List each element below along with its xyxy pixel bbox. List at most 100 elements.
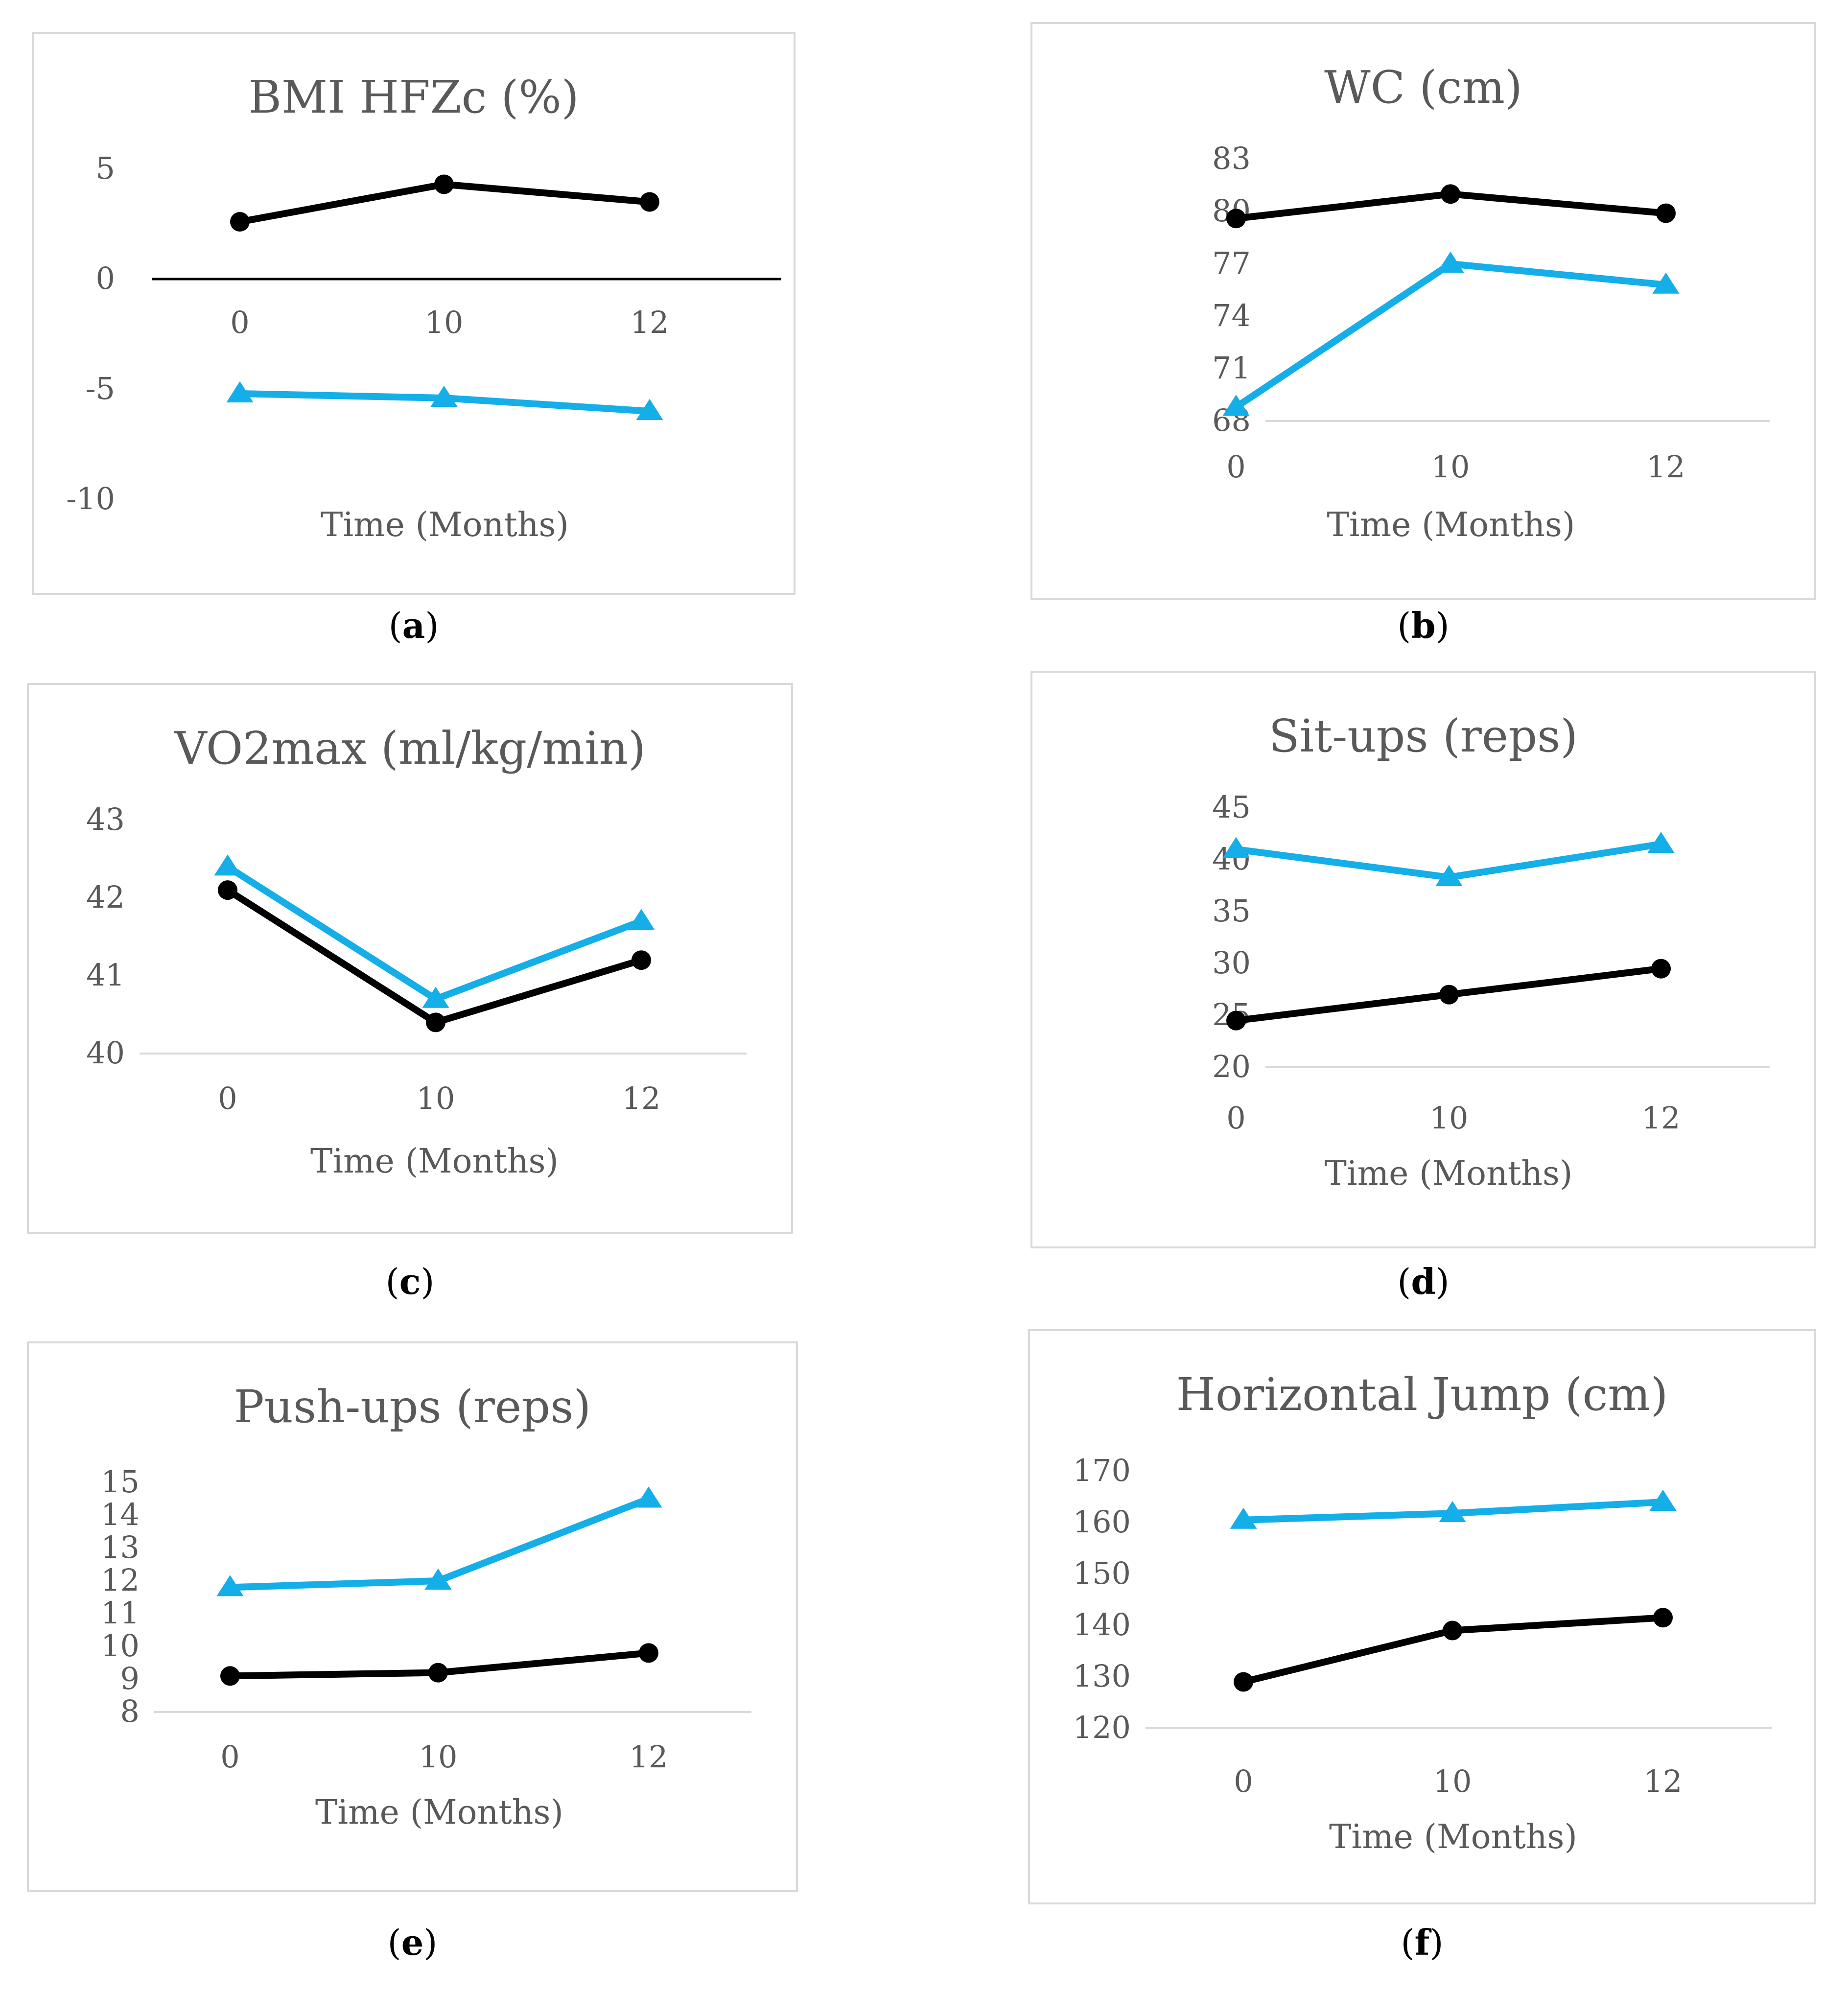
data-point-triangle xyxy=(636,399,663,420)
data-point-triangle xyxy=(1649,1489,1677,1511)
x-axis-label: Time (Months) xyxy=(1327,506,1575,544)
y-tick-label: 30 xyxy=(1212,945,1251,981)
x-axis-label: Time (Months) xyxy=(1325,1154,1573,1193)
y-tick-label: 9 xyxy=(120,1661,140,1696)
y-tick-label: 83 xyxy=(1212,141,1251,176)
chart-title: WC (cm) xyxy=(1324,61,1522,114)
data-point-circle xyxy=(220,1666,240,1686)
data-point-circle xyxy=(230,212,250,232)
y-tick-label: 0 xyxy=(96,260,115,296)
y-tick-label: 11 xyxy=(101,1595,140,1631)
data-point-triangle xyxy=(430,385,458,407)
y-tick-label: 45 xyxy=(1212,789,1251,825)
y-tick-label: 150 xyxy=(1073,1555,1131,1591)
data-point-circle xyxy=(218,880,237,900)
data-point-circle xyxy=(1443,1620,1462,1641)
chart-frame xyxy=(1028,1329,1816,1904)
chart-frame xyxy=(1030,22,1816,600)
y-tick-label: 71 xyxy=(1212,350,1251,386)
chart-panel-b: WC (cm)83807774716801012Time (Months) xyxy=(1030,22,1816,600)
panel-caption-letter: b xyxy=(1411,605,1436,646)
y-tick-label: 12 xyxy=(101,1562,140,1598)
y-tick-label: 130 xyxy=(1073,1658,1131,1694)
y-tick-label: 43 xyxy=(86,801,125,837)
x-tick-label: 12 xyxy=(631,305,669,340)
data-point-triangle xyxy=(1222,837,1250,858)
data-point-circle xyxy=(1441,184,1460,204)
y-tick-label: 74 xyxy=(1212,298,1251,333)
panel-caption: (d) xyxy=(1397,1261,1450,1302)
data-point-triangle xyxy=(1230,1507,1257,1529)
data-point-circle xyxy=(1656,203,1676,223)
x-tick-label: 0 xyxy=(1226,1100,1245,1136)
x-tick-label: 12 xyxy=(622,1080,661,1116)
chart-frame xyxy=(32,32,795,595)
data-point-triangle xyxy=(635,1486,662,1508)
data-point-triangle xyxy=(216,1575,244,1596)
x-tick-label: 10 xyxy=(1430,1100,1469,1136)
x-tick-label: 12 xyxy=(1644,1763,1683,1799)
chart-title: Sit-ups (reps) xyxy=(1269,710,1578,762)
data-point-circle xyxy=(428,1663,448,1683)
y-tick-label: 170 xyxy=(1073,1453,1131,1488)
y-tick-label: 42 xyxy=(86,879,125,915)
chart-svg-d: Sit-ups (reps)45403530252001012Time (Mon… xyxy=(1030,671,1816,1248)
y-tick-label: -5 xyxy=(86,371,115,406)
chart-title: BMI HFZc (%) xyxy=(248,71,579,123)
x-tick-label: 12 xyxy=(1642,1100,1681,1136)
x-axis-label: Time (Months) xyxy=(321,506,569,544)
chart-panel-a: BMI HFZc (%) 5 0 -5 -10 0 10 12 Time (Months) xyxy=(32,32,795,595)
x-tick-label: 0 xyxy=(1226,449,1245,485)
panel-caption: (a) xyxy=(388,605,439,646)
data-point-circle xyxy=(639,1643,658,1663)
data-point-triangle xyxy=(1647,832,1675,853)
chart-panel-d: Sit-ups (reps)45403530252001012Time (Mon… xyxy=(1030,671,1816,1248)
x-tick-label: 12 xyxy=(630,1739,668,1775)
x-axis-label: Time (Months) xyxy=(315,1793,563,1832)
x-tick-label: 10 xyxy=(1431,449,1470,485)
data-point-circle xyxy=(434,174,454,194)
data-point-circle xyxy=(1439,985,1459,1005)
data-point-circle xyxy=(1653,1608,1673,1628)
data-point-triangle xyxy=(214,854,241,876)
x-tick-label: 0 xyxy=(230,305,249,340)
panel-caption: (c) xyxy=(385,1261,435,1302)
x-tick-label: 10 xyxy=(425,305,464,340)
data-point-circle xyxy=(1226,1010,1246,1031)
x-tick-label: 10 xyxy=(419,1739,458,1775)
panel-caption-letter: e xyxy=(401,1922,424,1963)
x-tick-label: 12 xyxy=(1647,449,1685,485)
chart-frame xyxy=(27,1341,798,1892)
panel-caption-letter: d xyxy=(1411,1261,1436,1302)
data-point-triangle xyxy=(628,909,655,930)
data-point-triangle xyxy=(422,986,449,1008)
chart-frame xyxy=(27,683,793,1234)
chart-title: VO2max (ml/kg/min) xyxy=(174,722,646,775)
chart-frame xyxy=(1030,671,1816,1248)
data-point-circle xyxy=(632,950,651,970)
data-point-circle xyxy=(426,1012,445,1033)
chart-svg-c: VO2max (ml/kg/min) 43 42 41 40 0 10 12 Time (Mon… xyxy=(27,683,793,1234)
data-point-circle xyxy=(640,192,659,212)
y-tick-label: 14 xyxy=(101,1497,140,1532)
chart-title: Horizontal Jump (cm) xyxy=(1176,1368,1668,1421)
panel-caption-letter: c xyxy=(399,1261,421,1302)
data-point-circle xyxy=(1234,1672,1253,1692)
chart-title: Push-ups (reps) xyxy=(234,1381,591,1433)
y-tick-label: 120 xyxy=(1073,1710,1131,1745)
data-point-triangle xyxy=(424,1568,452,1590)
x-tick-label: 0 xyxy=(218,1080,237,1116)
y-tick-label: 40 xyxy=(86,1035,125,1071)
y-tick-label: 13 xyxy=(101,1529,140,1565)
data-point-triangle xyxy=(226,381,254,402)
data-point-circle xyxy=(1226,209,1246,229)
panel-caption: (e) xyxy=(387,1922,438,1963)
chart-svg-a: BMI HFZc (%) 5 0 -5 -10 0 10 12 Time (Months) xyxy=(32,32,795,595)
data-point-triangle xyxy=(1652,272,1680,294)
x-axis-label: Time (Months) xyxy=(1329,1818,1577,1856)
chart-panel-e: Push-ups (reps) 15 14 13 12 11 10 9 8 0 10 12 Time (… xyxy=(27,1341,798,1892)
y-tick-label: 15 xyxy=(101,1464,140,1500)
chart-panel-c: VO2max (ml/kg/min) 43 42 41 40 0 10 12 Time (Mon… xyxy=(27,683,793,1234)
x-axis-label: Time (Months) xyxy=(310,1142,559,1181)
